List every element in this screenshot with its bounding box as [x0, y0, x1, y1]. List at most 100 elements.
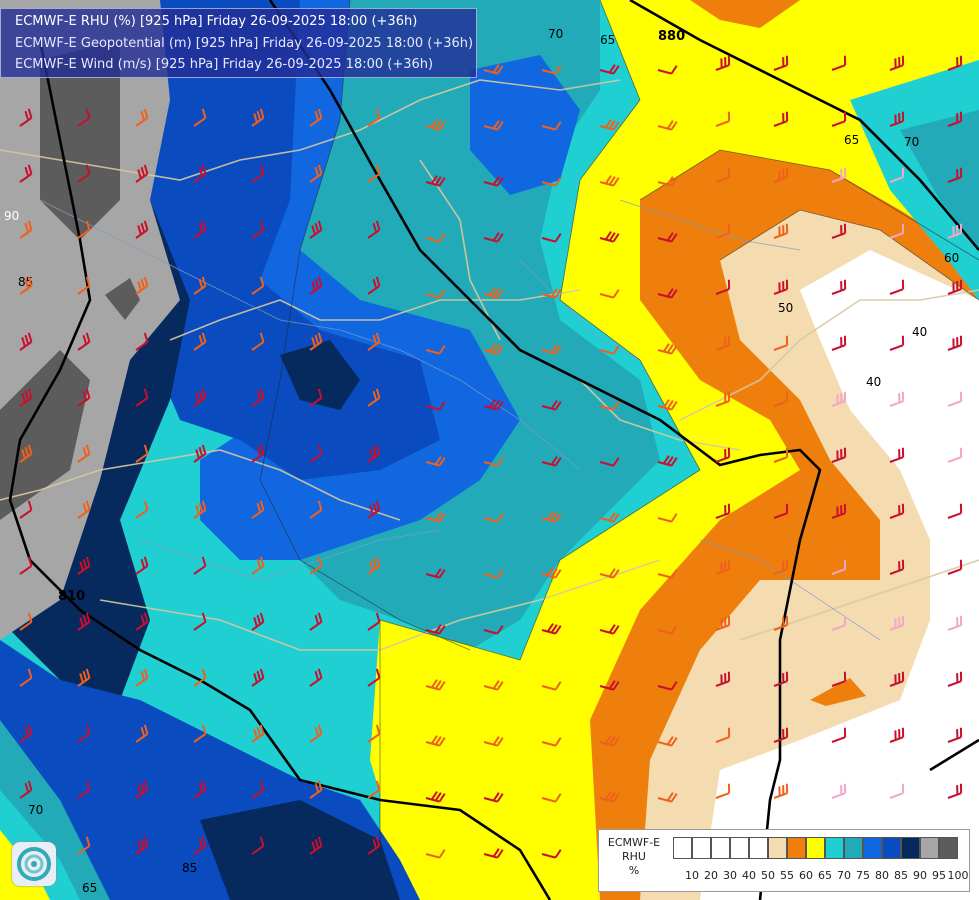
wind-barb [715, 783, 731, 799]
wind-barb [251, 388, 265, 407]
wind-barb [251, 444, 265, 463]
rhu-contour-label: 70 [548, 27, 563, 41]
wind-barb [947, 447, 963, 463]
rhu-contour-label: 70 [904, 135, 919, 149]
wind-barb [77, 388, 91, 407]
wind-barb [483, 64, 504, 75]
legend-swatch [692, 837, 711, 859]
legend-swatch [673, 837, 692, 859]
wind-barb [773, 727, 789, 743]
legend-swatch [844, 837, 863, 859]
wind-barb [193, 724, 207, 743]
geopotential-contour-label: 810 [58, 589, 85, 604]
wind-barb [135, 668, 149, 687]
wind-barb [251, 332, 265, 351]
wind-barb [541, 233, 562, 243]
wind-barb [251, 276, 265, 295]
wind-barb [541, 567, 562, 579]
wind-barb [715, 503, 731, 519]
wind-barb [19, 332, 33, 351]
wind-barb [657, 288, 678, 299]
wind-barb [889, 55, 905, 71]
wind-barb [831, 559, 847, 575]
wind-barb [831, 447, 847, 463]
wind-barb [19, 444, 33, 463]
rhu-contour-label: 65 [82, 881, 97, 895]
wind-barb [193, 500, 207, 519]
rhu-band-95-west [40, 40, 120, 240]
wind-barb [135, 220, 149, 239]
wind-barb [309, 668, 323, 687]
wind-barb [483, 625, 504, 635]
wind-barb [425, 624, 446, 635]
wind-barb [19, 388, 33, 407]
wind-barb [657, 120, 678, 131]
wind-barb [715, 167, 731, 183]
legend-variable: RHU [622, 850, 646, 863]
wind-barb [657, 455, 678, 467]
wind-barb [251, 556, 265, 575]
wind-barb [773, 223, 789, 239]
wind-barb [483, 176, 504, 187]
wind-barb [715, 55, 731, 71]
wind-barb [947, 111, 963, 127]
wind-barb [425, 568, 446, 579]
wind-barb [135, 108, 149, 127]
wind-barb [19, 612, 33, 631]
wind-barb [715, 335, 731, 351]
wind-barb [193, 780, 207, 799]
wind-barb [541, 511, 562, 523]
wind-barb [889, 279, 905, 295]
legend-tick-label: 65 [818, 869, 832, 882]
wind-barb [657, 625, 678, 635]
wind-barb [599, 568, 620, 579]
wind-barb [773, 559, 789, 575]
wind-barb [715, 559, 731, 575]
legend-swatch [882, 837, 901, 859]
wind-barb [367, 164, 381, 183]
wind-barb [19, 164, 33, 183]
geopotential-contour-label: 880 [658, 29, 685, 44]
wind-barb [773, 167, 789, 183]
legend-tick-label: 100 [947, 869, 969, 882]
wind-barb [251, 668, 265, 687]
wind-barb [483, 457, 504, 467]
wind-barb [657, 399, 678, 411]
wind-barb [715, 391, 731, 407]
wind-barb [483, 232, 504, 243]
wind-barb [77, 164, 91, 183]
wind-barb [135, 724, 149, 743]
wind-barb [367, 500, 381, 519]
legend-tick-label: 80 [875, 869, 889, 882]
wind-barb [831, 335, 847, 351]
wind-barb [425, 735, 446, 747]
legend-tick-label: 70 [837, 869, 851, 882]
wind-barb [309, 780, 323, 799]
legend-swatch [920, 837, 939, 859]
legend-labels: ECMWF-E RHU % [599, 836, 669, 878]
wind-barb [77, 724, 91, 743]
wind-barb [309, 500, 323, 519]
wind-barb [251, 500, 265, 519]
wind-barb [77, 276, 91, 295]
rhu-contour-label: 60 [944, 251, 959, 265]
wind-barb [367, 388, 381, 407]
wind-barb [135, 836, 149, 855]
rhu-band-95-west-2 [0, 350, 90, 520]
wind-barb [541, 456, 562, 467]
wind-barb [135, 388, 149, 407]
wind-barb [19, 500, 33, 519]
wind-barb [599, 624, 620, 635]
rhu-band-55-top [690, 0, 800, 28]
wind-barb [947, 335, 963, 351]
wind-barb [773, 503, 789, 519]
wind-barb [947, 167, 963, 183]
wind-barb [657, 176, 678, 187]
wind-barb [889, 447, 905, 463]
wind-barb [773, 111, 789, 127]
legend-swatch [901, 837, 920, 859]
wind-barb [889, 503, 905, 519]
wind-barb [77, 220, 91, 239]
wind-barb [599, 401, 620, 411]
